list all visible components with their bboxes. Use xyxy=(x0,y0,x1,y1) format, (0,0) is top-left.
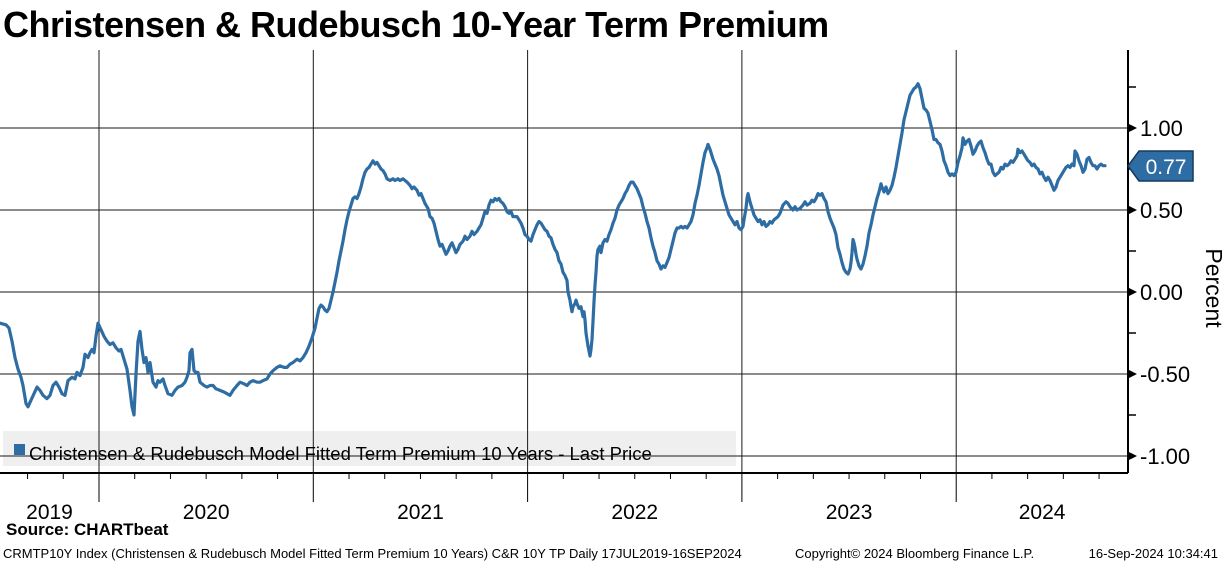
footer-copyright: Copyright© 2024 Bloomberg Finance L.P. xyxy=(795,546,1035,561)
footer-bar: CRMTP10Y Index (Christensen & Rudebusch … xyxy=(0,546,1224,566)
source-label: Source: CHARTbeat xyxy=(6,520,169,539)
footer-ticker-info: CRMTP10Y Index (Christensen & Rudebusch … xyxy=(3,546,742,561)
x-year-label: 2020 xyxy=(183,501,230,524)
y-tick-label: -0.50 xyxy=(1140,362,1190,387)
y-tick-label: 0.50 xyxy=(1140,198,1183,223)
price-line-series xyxy=(0,82,1107,417)
gridlines xyxy=(0,50,1128,473)
axis-frame xyxy=(0,50,1129,474)
x-axis-year-labels: 2019 2020 2021 2022 2023 2024 xyxy=(26,501,1066,524)
last-price-value: 0.77 xyxy=(1146,156,1187,179)
axis-ticks xyxy=(27,86,1137,502)
legend-swatch-icon xyxy=(14,444,25,455)
y-tick-label: 0.00 xyxy=(1140,280,1183,305)
legend-label: Christensen & Rudebusch Model Fitted Ter… xyxy=(29,443,652,464)
legend: Christensen & Rudebusch Model Fitted Ter… xyxy=(14,443,652,464)
y-axis-tick-labels: 1.00 0.50 0.00 -0.50 -1.00 xyxy=(1140,116,1190,469)
last-price-badge: 0.77 xyxy=(1127,150,1194,182)
x-year-label: 2019 xyxy=(26,501,73,524)
y-tick-label: -1.00 xyxy=(1140,444,1190,469)
legend-background xyxy=(3,431,736,466)
x-year-label: 2024 xyxy=(1019,501,1066,524)
last-price-badge-arrow xyxy=(1127,150,1194,182)
y-tick-label: 1.00 xyxy=(1140,116,1183,141)
page-title: Christensen & Rudebusch 10-Year Term Pre… xyxy=(3,4,829,45)
footer-timestamp: 16-Sep-2024 10:34:41 xyxy=(1088,546,1218,561)
x-year-label: 2022 xyxy=(611,501,658,524)
y-axis-title: Percent xyxy=(1201,248,1224,328)
x-year-label: 2021 xyxy=(397,501,444,524)
x-year-label: 2023 xyxy=(826,501,873,524)
